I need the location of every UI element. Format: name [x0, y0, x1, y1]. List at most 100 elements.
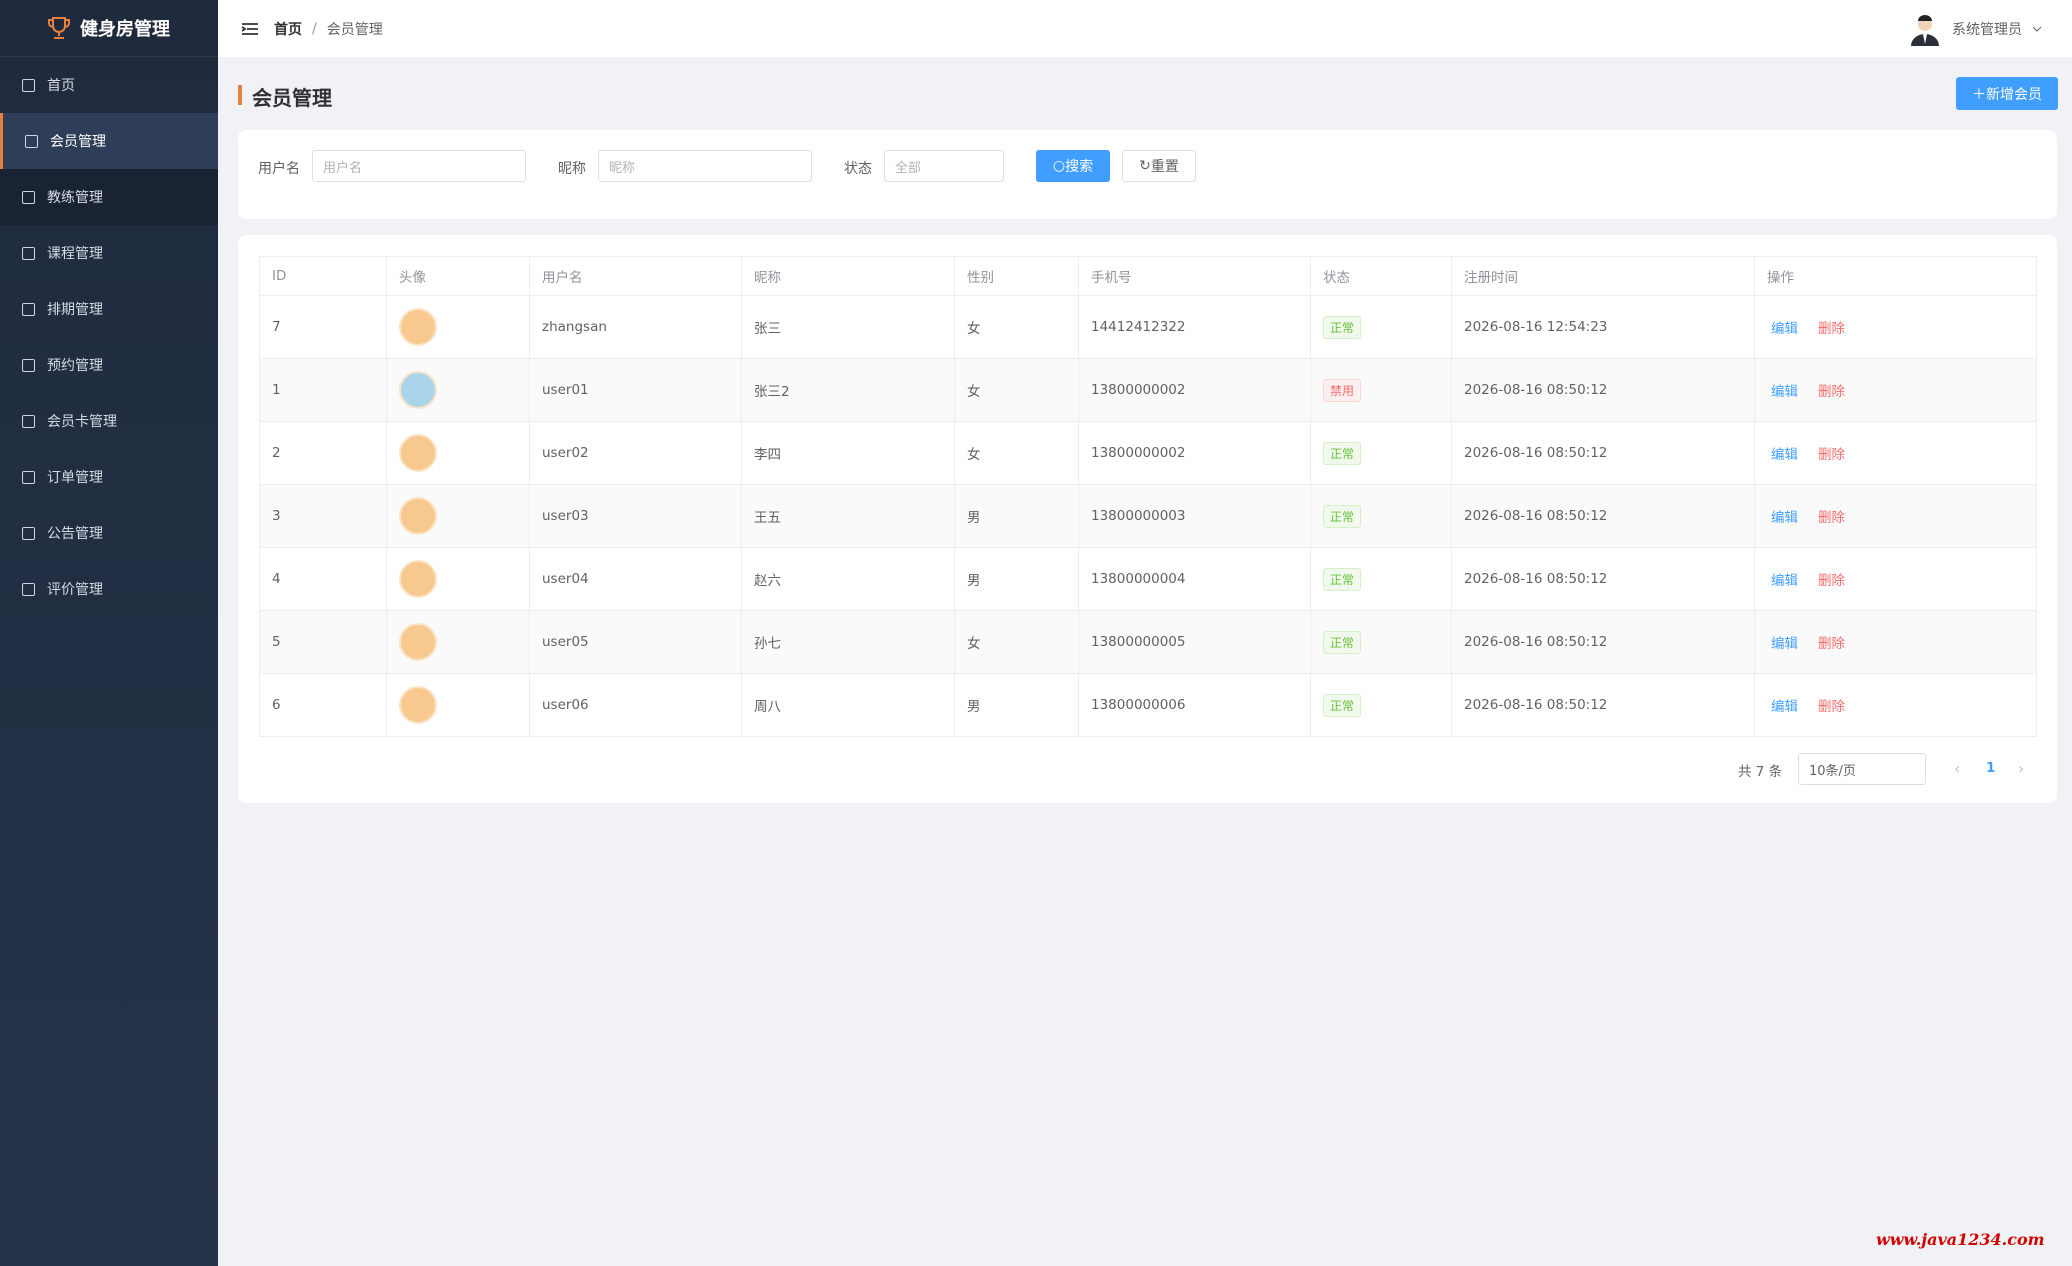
title-accent	[238, 85, 242, 105]
cell-gender: 男	[954, 547, 1079, 611]
cell-phone: 13800000002	[1078, 421, 1311, 485]
menu-item[interactable]: 会员管理	[0, 113, 218, 169]
menu-text: 首页	[47, 78, 75, 94]
add-button-text: 新增会员	[1986, 86, 2042, 103]
cell-phone: 13800000002	[1078, 358, 1311, 422]
cell-avatar	[386, 484, 530, 548]
cell-nickname: 周八	[741, 673, 955, 737]
nickname-input[interactable]: 昵称	[598, 150, 812, 182]
menu-item[interactable]: 教练管理	[0, 169, 218, 225]
menu-icon	[25, 134, 38, 148]
cell-status: 正常	[1310, 421, 1452, 485]
cell-time: 2026-08-16 08:50:12	[1451, 484, 1755, 548]
prev-page[interactable]: ‹	[1954, 759, 1961, 778]
add-button[interactable]: ＋新增会员	[1956, 77, 2058, 110]
cell-nickname: 张三	[741, 295, 955, 359]
total-count: 共 7 条	[1738, 764, 1783, 780]
filter-label: 用户名	[258, 161, 300, 177]
menu-item[interactable]: 公告管理	[0, 505, 218, 561]
status-tag: 正常	[1323, 504, 1362, 528]
menu-text: 公告管理	[47, 526, 103, 542]
cell-actions: 编辑 删除	[1754, 610, 2037, 674]
cell-status: 正常	[1310, 484, 1452, 548]
edit-link[interactable]: 编辑	[1771, 573, 1798, 589]
column-header: 性别	[954, 256, 1079, 296]
menu-text: 评价管理	[47, 582, 103, 598]
menu-item[interactable]: 首页	[0, 57, 218, 113]
edit-link[interactable]: 编辑	[1771, 321, 1798, 337]
menu-item[interactable]: 订单管理	[0, 449, 218, 505]
sidebar: 健身房管理 首页会员管理教练管理课程管理排期管理预约管理会员卡管理订单管理公告管…	[0, 0, 218, 1266]
delete-link[interactable]: 删除	[1818, 447, 1845, 463]
cell-time: 2026-08-16 08:50:12	[1451, 421, 1755, 485]
cell-actions: 编辑 删除	[1754, 295, 2037, 359]
cell-time: 2026-08-16 08:50:12	[1451, 610, 1755, 674]
cell-phone: 13800000006	[1078, 673, 1311, 737]
menu-text: 课程管理	[47, 246, 103, 262]
menu-text: 订单管理	[47, 470, 103, 486]
column-header: ID	[259, 256, 387, 296]
delete-link[interactable]: 删除	[1818, 510, 1845, 526]
cell-nickname: 孙七	[741, 610, 955, 674]
delete-link[interactable]: 删除	[1818, 699, 1845, 715]
cell-phone: 13800000005	[1078, 610, 1311, 674]
menu-icon	[22, 582, 35, 596]
search-button[interactable]: ○ 搜索	[1036, 150, 1110, 182]
column-header: 注册时间	[1451, 256, 1755, 296]
cell-time: 2026-08-16 08:50:12	[1451, 358, 1755, 422]
column-header: 用户名	[529, 256, 742, 296]
logo-text: 健身房管理	[80, 19, 170, 40]
avatar	[399, 371, 437, 409]
username-input[interactable]: 用户名	[312, 150, 526, 182]
search-text: 搜索	[1065, 159, 1094, 175]
filter-label: 状态	[844, 161, 872, 177]
breadcrumb-item[interactable]: 首页	[274, 21, 302, 38]
cell-username: user04	[529, 547, 742, 611]
edit-link[interactable]: 编辑	[1771, 510, 1798, 526]
menu-text: 预约管理	[47, 358, 103, 374]
table-row: 6 user06 周八男 13800000006 正常 2026-08-16 08:50:…	[259, 673, 2037, 737]
edit-link[interactable]: 编辑	[1771, 384, 1798, 400]
cell-actions: 编辑 删除	[1754, 358, 2037, 422]
cell-actions: 编辑 删除	[1754, 547, 2037, 611]
cell-username: user03	[529, 484, 742, 548]
table-row: 3 user03 王五男 13800000003 正常 2026-08-16 08:50:…	[259, 484, 2037, 548]
edit-link[interactable]: 编辑	[1771, 636, 1798, 652]
table-card: ID 头像 用户名 昵称 性别 手机号 状态 注册时间 操作 7 zhangsan 张三女 14412…	[238, 235, 2057, 803]
edit-link[interactable]: 编辑	[1771, 699, 1798, 715]
menu-item[interactable]: 排期管理	[0, 281, 218, 337]
menu-text: 教练管理	[47, 190, 103, 206]
menu-item[interactable]: 课程管理	[0, 225, 218, 281]
menu-toggle[interactable]	[240, 21, 260, 37]
delete-link[interactable]: 删除	[1818, 321, 1845, 337]
delete-link[interactable]: 删除	[1818, 384, 1845, 400]
user-name: 系统管理员	[1952, 21, 2022, 38]
cell-phone: 13800000004	[1078, 547, 1311, 611]
cell-username: user05	[529, 610, 742, 674]
reset-text: 重置	[1150, 159, 1179, 175]
next-page[interactable]: ›	[2018, 759, 2025, 778]
column-header: 昵称	[741, 256, 955, 296]
edit-link[interactable]: 编辑	[1771, 447, 1798, 463]
page-size-select[interactable]: 10条/页	[1798, 753, 1926, 785]
delete-link[interactable]: 删除	[1818, 636, 1845, 652]
menu-icon	[22, 246, 35, 260]
user-avatar	[1911, 14, 1939, 46]
menu-icon	[22, 190, 35, 204]
menu-item[interactable]: 预约管理	[0, 337, 218, 393]
cell-actions: 编辑 删除	[1754, 484, 2037, 548]
avatar	[399, 623, 437, 661]
status-tag: 正常	[1323, 630, 1362, 654]
user-menu[interactable]: 系统管理员	[1908, 12, 2042, 46]
menu-icon	[22, 414, 35, 428]
reset-button[interactable]: ↻ 重置	[1122, 150, 1196, 182]
cell-time: 2026-08-16 08:50:12	[1451, 547, 1755, 611]
menu-item[interactable]: 会员卡管理	[0, 393, 218, 449]
menu-item[interactable]: 评价管理	[0, 561, 218, 617]
status-select[interactable]: 全部	[884, 150, 1004, 182]
filter-card: 用户名 用户名 昵称 昵称 状态 全部 ○ 搜索 ↻ 重置	[238, 130, 2057, 219]
menu-icon	[22, 470, 35, 484]
page-number[interactable]: 1	[1986, 760, 1996, 776]
status-tag: 正常	[1323, 315, 1362, 339]
delete-link[interactable]: 删除	[1818, 573, 1845, 589]
